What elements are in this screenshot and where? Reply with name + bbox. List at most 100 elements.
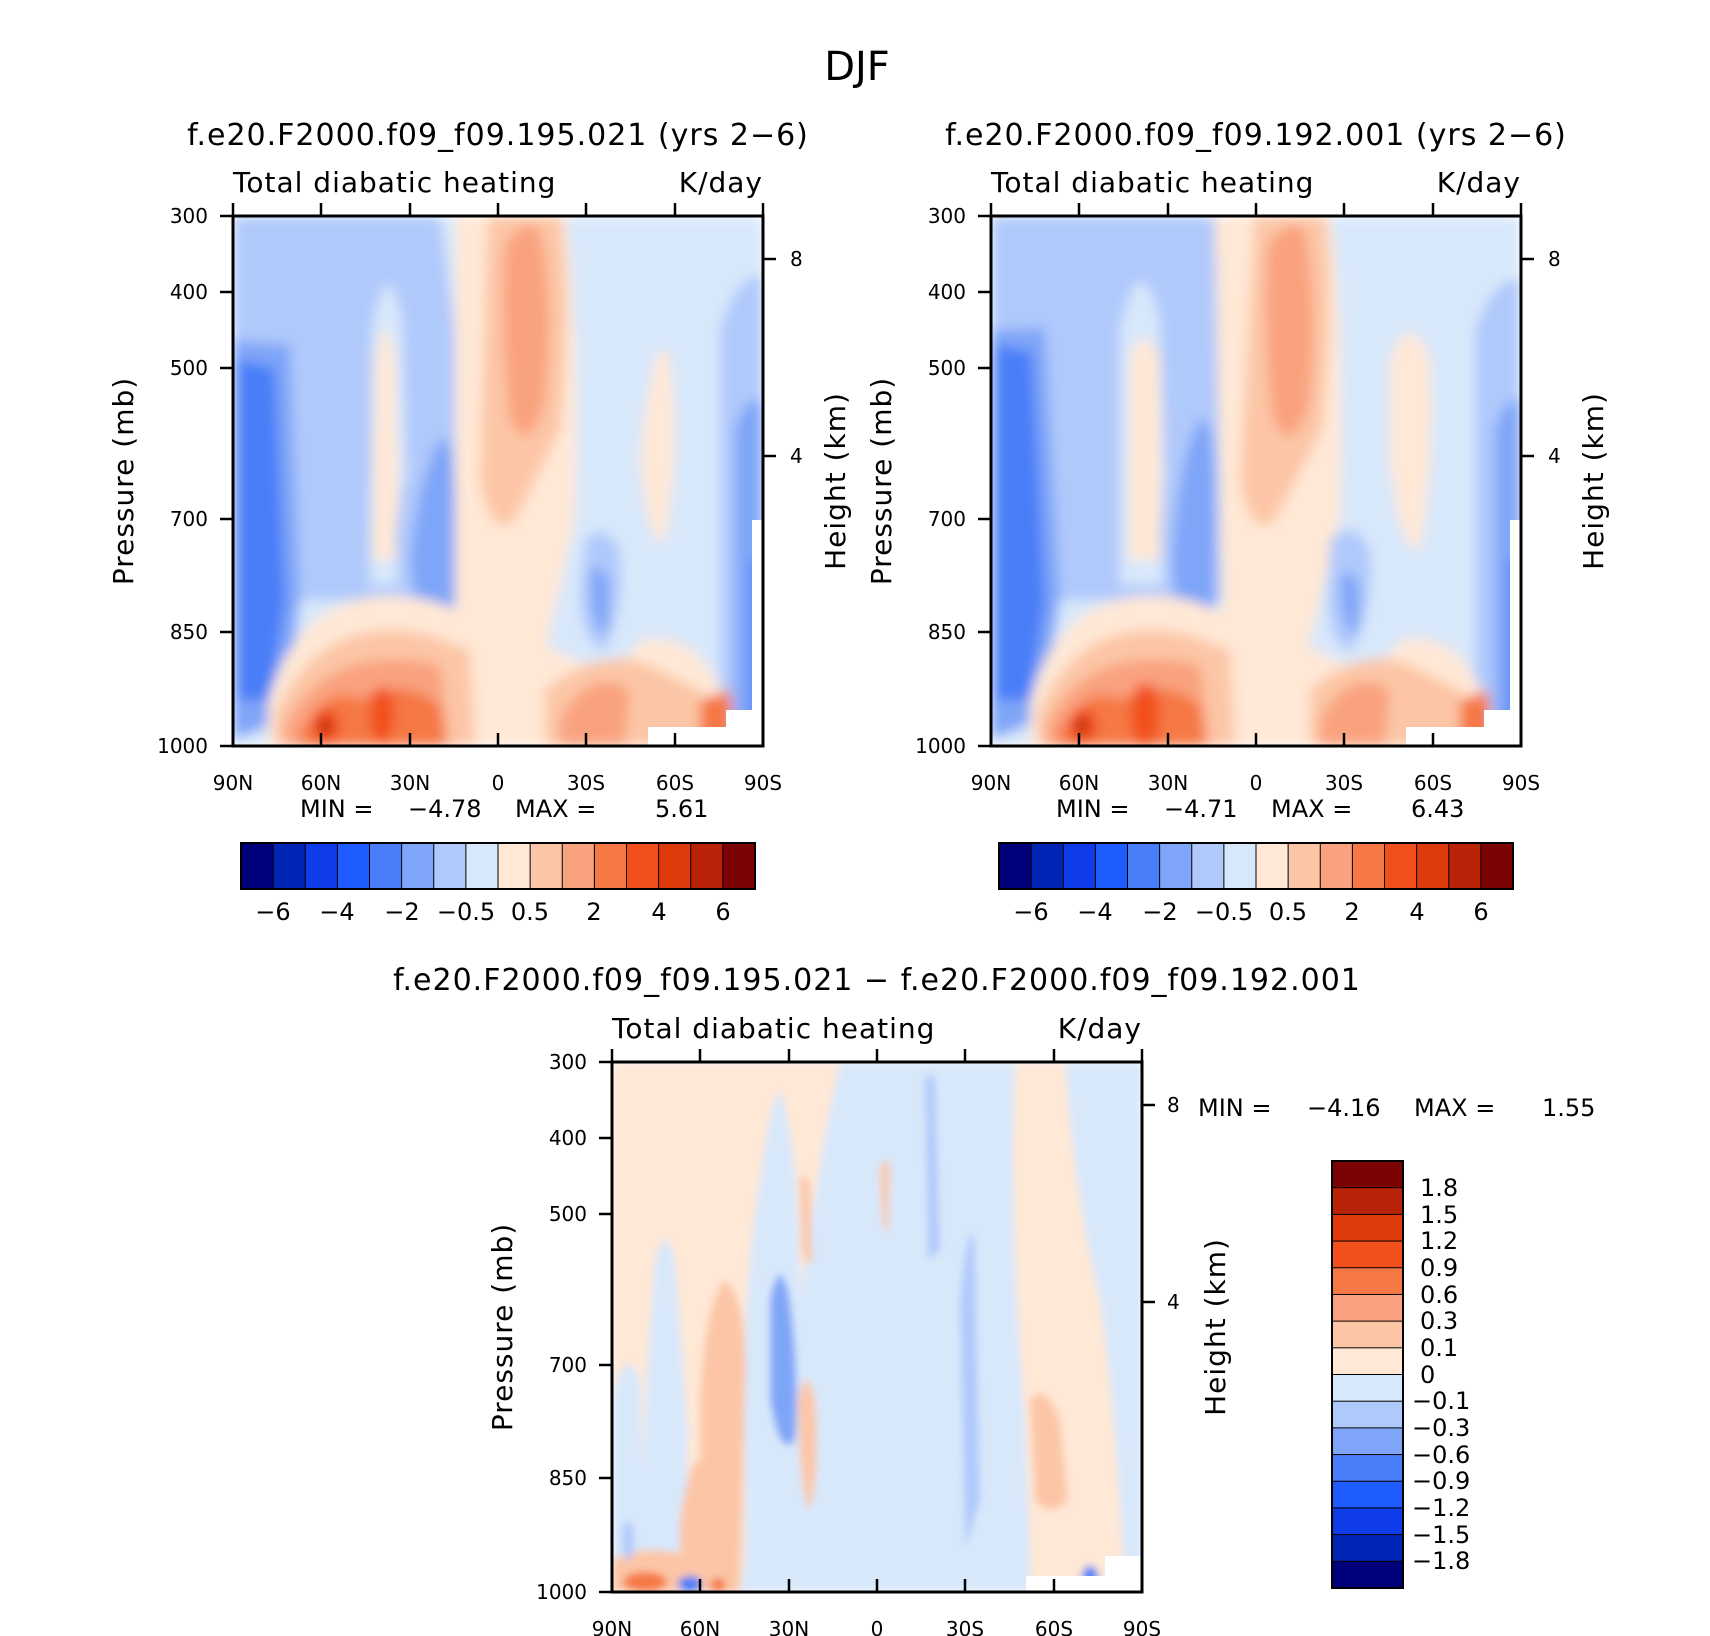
colorbar-swatch bbox=[1448, 842, 1482, 890]
colorbar-label: 4 bbox=[1409, 898, 1424, 926]
y-tick-label: 300 bbox=[928, 204, 966, 228]
panel-3-y-axis-ticks bbox=[599, 1060, 1155, 1594]
colorbar-label: −0.1 bbox=[1412, 1387, 1470, 1415]
colorbar-label: 6 bbox=[715, 898, 730, 926]
colorbar-swatch bbox=[1094, 842, 1129, 890]
x-tick-label: 60N bbox=[680, 1617, 720, 1636]
colorbar-swatch bbox=[690, 842, 724, 890]
colorbar-swatches bbox=[240, 842, 756, 890]
colorbar-label: −0.5 bbox=[1195, 898, 1253, 926]
colorbar-swatch bbox=[1480, 842, 1514, 890]
y2-tick-label: 8 bbox=[1548, 247, 1561, 271]
max-value: 6.43 bbox=[1411, 795, 1464, 823]
y-tick-label: 850 bbox=[928, 620, 966, 644]
panel-1-x-tick-labels: 90N 60N 30N 0 30S 60S 90S bbox=[213, 771, 782, 795]
panel-2-y-axis-ticks bbox=[978, 214, 1534, 748]
colorbar-swatch bbox=[1331, 1507, 1404, 1536]
colorbar-swatch bbox=[272, 842, 307, 890]
panel-2-y-axis-label: Pressure (mb) bbox=[865, 377, 898, 585]
panel-1-colorbar: −6 −4 −2 −0.5 0.5 2 4 6 bbox=[240, 842, 756, 926]
colorbar-frame bbox=[1331, 1160, 1404, 1589]
colorbar-swatch bbox=[433, 842, 467, 890]
panel-3-units-label: K/day bbox=[1058, 1012, 1142, 1045]
x-tick-label: 60S bbox=[1035, 1617, 1073, 1636]
y-tick-label: 850 bbox=[549, 1466, 587, 1490]
y2-tick-label: 4 bbox=[1548, 444, 1561, 468]
colorbar-swatch bbox=[1319, 842, 1354, 890]
x-tick-label: 90S bbox=[1123, 1617, 1161, 1636]
x-tick-label: 0 bbox=[871, 1617, 884, 1636]
colorbar-label: 0.1 bbox=[1420, 1334, 1458, 1362]
y-tick-label: 400 bbox=[170, 280, 208, 304]
x-tick-label: 30N bbox=[1148, 771, 1188, 795]
panel-3-title: f.e20.F2000.f09_f09.195.021 − f.e20.F200… bbox=[393, 963, 1361, 998]
figure-title: DJF bbox=[824, 44, 890, 90]
colorbar-swatch bbox=[1255, 842, 1290, 890]
y2-tick-label: 4 bbox=[1167, 1290, 1180, 1314]
x-tick-label: 30S bbox=[946, 1617, 984, 1636]
colorbar-label: −0.3 bbox=[1412, 1414, 1470, 1442]
y-tick-label: 1000 bbox=[157, 734, 208, 758]
y-tick-label: 700 bbox=[170, 507, 208, 531]
colorbar-label: −2 bbox=[1142, 898, 1177, 926]
panel-1-y-axis-ticks bbox=[220, 214, 776, 748]
colorbar-label: −0.6 bbox=[1412, 1441, 1470, 1469]
colorbar-swatch bbox=[240, 842, 275, 890]
panel-1-field bbox=[233, 216, 763, 746]
colorbar-swatch bbox=[369, 842, 403, 890]
colorbar-swatch bbox=[1331, 1267, 1404, 1296]
y-tick-label: 400 bbox=[549, 1126, 587, 1150]
min-label: MIN = bbox=[1056, 795, 1129, 823]
y2-tick-label: 4 bbox=[790, 444, 803, 468]
panel-2-x-axis-ticks bbox=[989, 203, 1523, 746]
panel-1-x-axis-ticks bbox=[231, 203, 765, 746]
panel-1-variable-label: Total diabatic heating bbox=[232, 166, 556, 199]
colorbar-label: −2 bbox=[384, 898, 419, 926]
colorbar-swatch bbox=[1191, 842, 1225, 890]
colorbar-swatch bbox=[1416, 842, 1450, 890]
colorbar-swatch bbox=[1331, 1560, 1404, 1589]
colorbar-label: −1.2 bbox=[1412, 1494, 1470, 1522]
panel-1-min-max: MIN = −4.78 MAX = 5.61 bbox=[300, 795, 708, 823]
panel-1-y2-axis-label: Height (km) bbox=[819, 392, 852, 570]
x-tick-label: 60S bbox=[1414, 771, 1452, 795]
colorbar-frame bbox=[240, 842, 756, 890]
y-tick-label: 1000 bbox=[915, 734, 966, 758]
colorbar-label: 0 bbox=[1420, 1361, 1435, 1389]
colorbar-label: −4 bbox=[1077, 898, 1112, 926]
colorbar-swatch bbox=[1331, 1427, 1404, 1456]
colorbar-swatch bbox=[1159, 842, 1193, 890]
x-tick-label: 0 bbox=[1250, 771, 1263, 795]
y-tick-label: 500 bbox=[170, 356, 208, 380]
panel-2-field bbox=[991, 216, 1521, 746]
panel-3-y2-axis-label: Height (km) bbox=[1199, 1238, 1232, 1416]
x-tick-label: 90N bbox=[213, 771, 253, 795]
colorbar-label: 0.3 bbox=[1420, 1307, 1458, 1335]
x-tick-label: 30S bbox=[1325, 771, 1363, 795]
x-tick-label: 60N bbox=[301, 771, 341, 795]
x-tick-label: 30S bbox=[567, 771, 605, 795]
colorbar-label: −6 bbox=[1013, 898, 1048, 926]
colorbar-swatch bbox=[1127, 842, 1161, 890]
max-label: MAX = bbox=[1271, 795, 1352, 823]
y-tick-label: 850 bbox=[170, 620, 208, 644]
colorbar-label: 0.6 bbox=[1420, 1281, 1458, 1309]
panel-2-title: f.e20.F2000.f09_f09.192.001 (yrs 2−6) bbox=[945, 118, 1567, 153]
colorbar-label: 2 bbox=[586, 898, 601, 926]
panel-3-x-tick-labels: 90N 60N 30N 0 30S 60S 90S bbox=[592, 1617, 1161, 1636]
colorbar-swatch bbox=[304, 842, 339, 890]
colorbar-swatch bbox=[401, 842, 435, 890]
y-tick-label: 400 bbox=[928, 280, 966, 304]
colorbar-swatch bbox=[1331, 1293, 1404, 1323]
panel-1-y-axis-label: Pressure (mb) bbox=[107, 377, 140, 585]
x-tick-label: 90S bbox=[744, 771, 782, 795]
colorbar-swatch bbox=[1223, 842, 1257, 890]
max-label: MAX = bbox=[515, 795, 596, 823]
panel-2-variable-label: Total diabatic heating bbox=[990, 166, 1314, 199]
colorbar-label: 1.5 bbox=[1420, 1201, 1458, 1229]
colorbar-label: 6 bbox=[1473, 898, 1488, 926]
colorbar-swatch bbox=[336, 842, 371, 890]
panel-2-min-max: MIN = −4.71 MAX = 6.43 bbox=[1056, 795, 1464, 823]
panel-2-x-tick-labels: 90N 60N 30N 0 30S 60S 90S bbox=[971, 771, 1540, 795]
